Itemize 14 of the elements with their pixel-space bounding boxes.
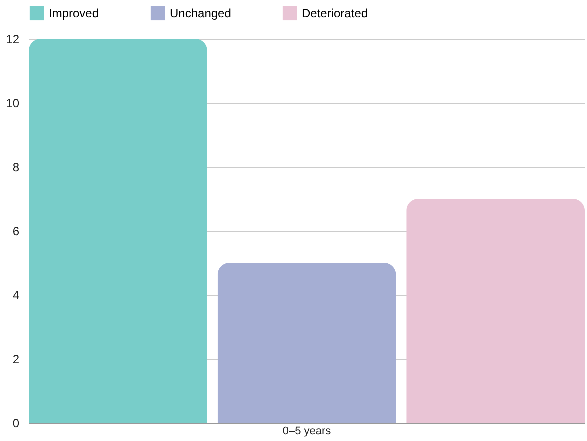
legend-label: Improved xyxy=(49,6,100,20)
y-tick-label: 2 xyxy=(12,352,20,366)
y-tick-label: 8 xyxy=(12,160,20,174)
y-tick-label: 12 xyxy=(6,32,20,46)
bar xyxy=(406,199,585,423)
legend-label: Unchanged xyxy=(170,6,232,20)
y-tick-label: 10 xyxy=(6,96,20,110)
bar xyxy=(218,263,396,423)
bar xyxy=(29,39,208,423)
legend-label: Deteriorated xyxy=(302,6,368,20)
y-tick-label: 6 xyxy=(12,224,20,238)
x-tick-label: 0–5 years xyxy=(282,426,332,438)
y-tick-label: 4 xyxy=(12,288,20,302)
y-tick-label: 0 xyxy=(12,416,20,430)
